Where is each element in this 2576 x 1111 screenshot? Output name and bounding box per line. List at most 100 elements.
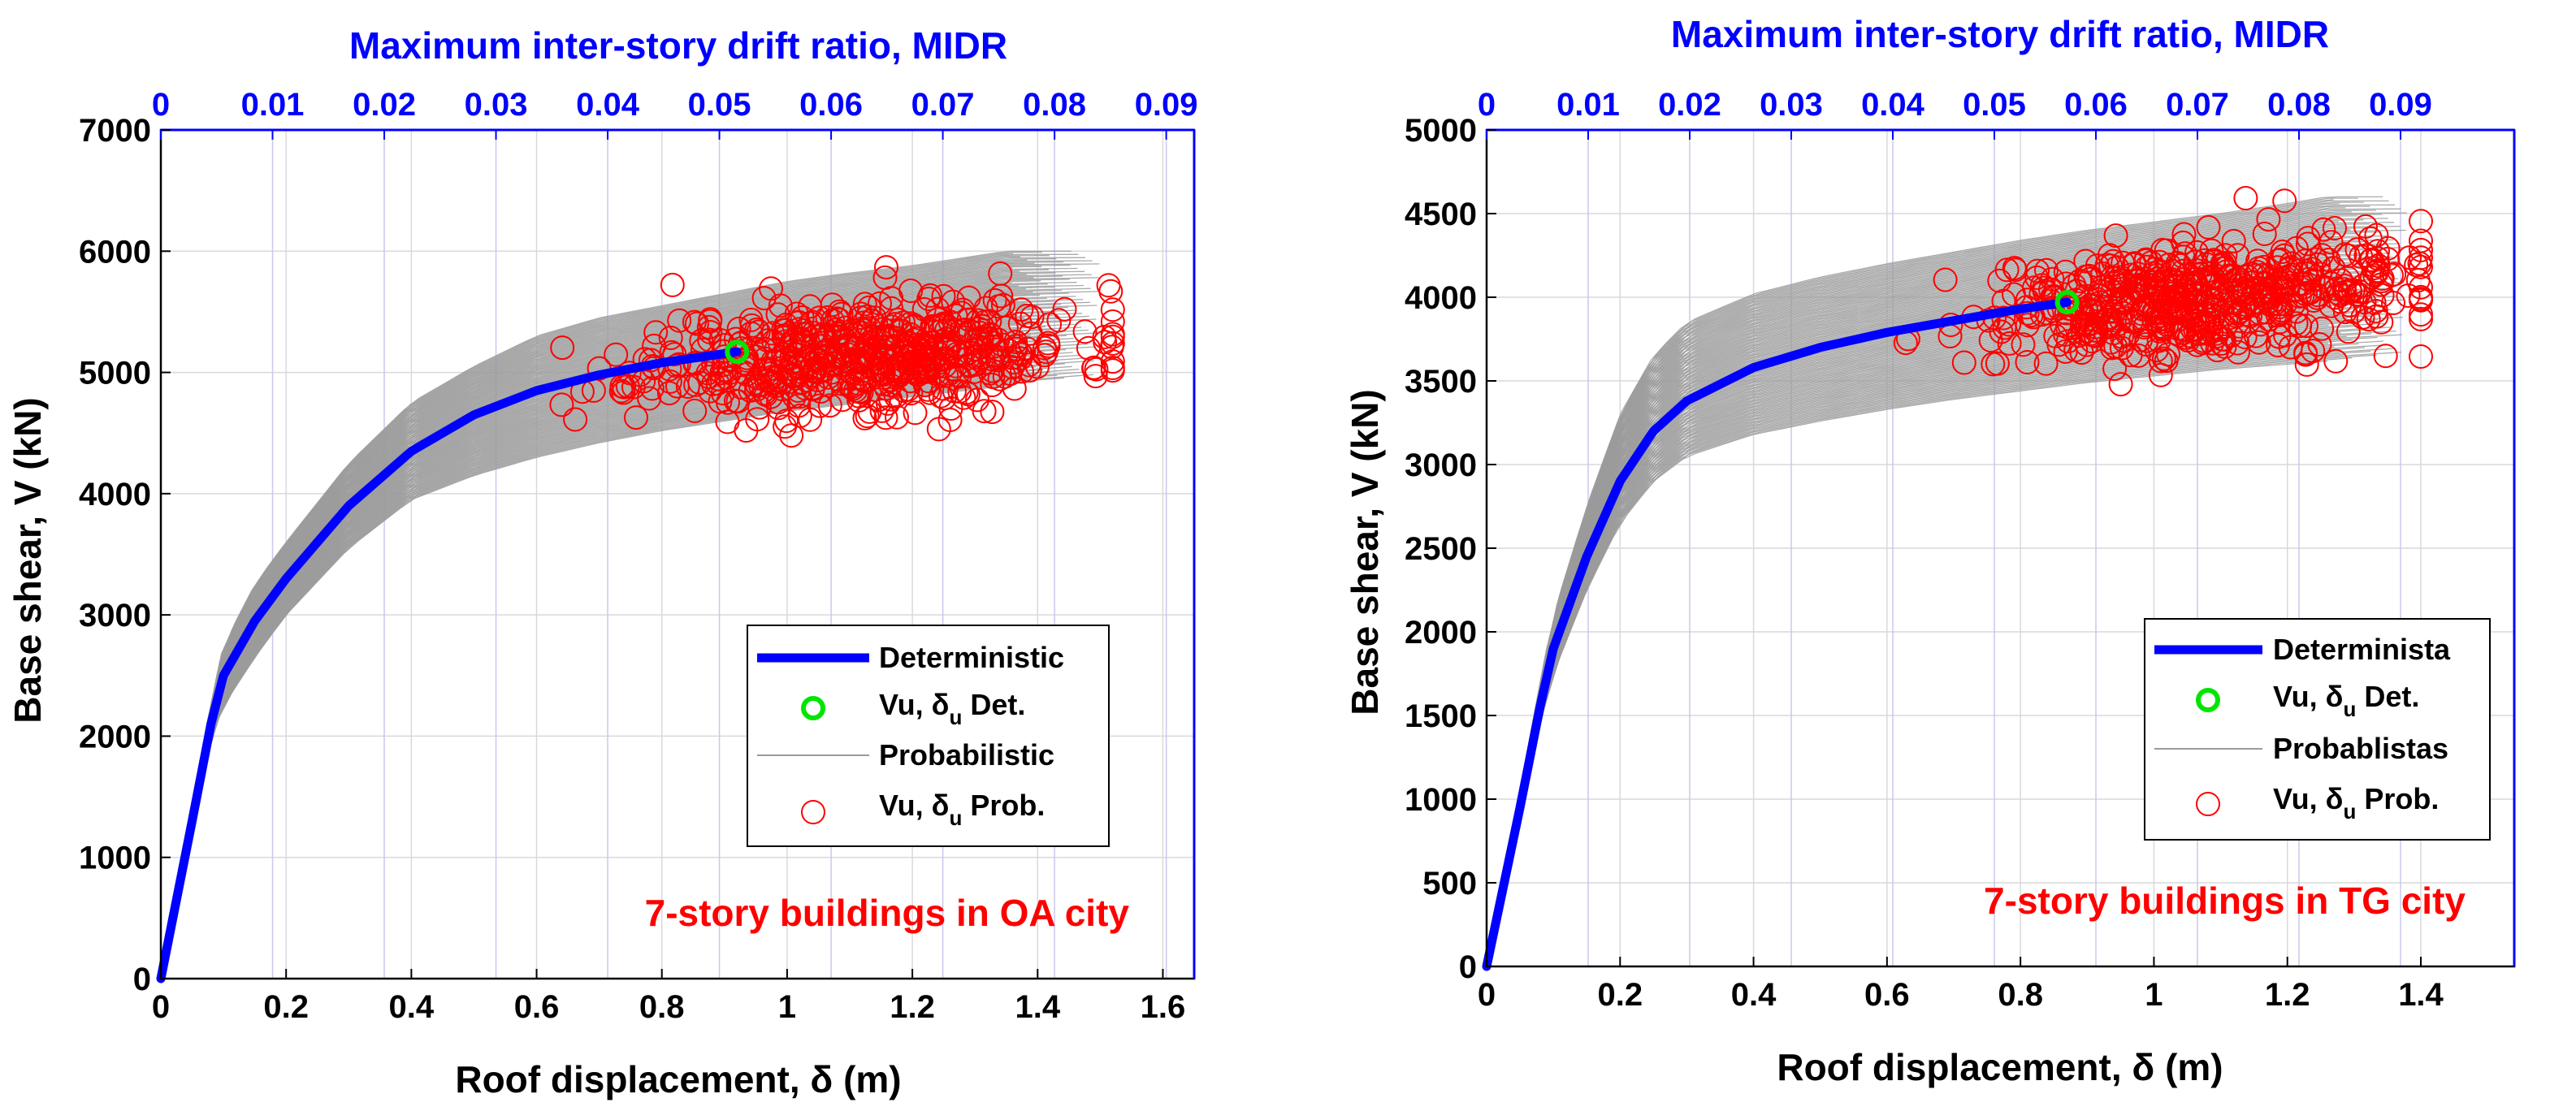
probabilistic-point (1033, 335, 1057, 361)
probabilistic-point (2311, 217, 2336, 242)
probabilistic-point (550, 335, 575, 361)
probabilistic-point (903, 400, 928, 426)
probabilistic-point (969, 313, 994, 339)
probabilistic-point (2284, 236, 2309, 261)
x-tick-label: 1.4 (1015, 989, 1060, 1025)
probabilistic-point (2240, 291, 2264, 316)
probabilistic-point (1003, 336, 1028, 361)
probabilistic-point (1099, 335, 1124, 360)
probabilistic-point (2002, 256, 2027, 281)
probabilistic-curve (1486, 260, 2399, 967)
probabilistic-point (876, 391, 900, 416)
probabilistic-point (2196, 214, 2221, 240)
legend-prob-point-marker (801, 800, 825, 824)
x-tick-label: 0.8 (1998, 977, 2043, 1013)
probabilistic-points (549, 255, 1125, 448)
probabilistic-point (2252, 222, 2277, 246)
top-x-tick-label: 0.05 (1963, 87, 2026, 123)
probabilistic-point (926, 417, 951, 442)
probabilistic-point (2135, 297, 2160, 322)
probabilistic-point (1081, 355, 1106, 380)
probabilistic-point (2108, 372, 2133, 397)
probabilistic-point (2268, 300, 2293, 325)
top-x-tick-label: 0.09 (1135, 87, 1198, 123)
y-tick-label: 4000 (1405, 280, 1477, 316)
probabilistic-point (2053, 259, 2078, 284)
top-x-tick-label: 0.05 (688, 87, 751, 123)
probabilistic-curve (160, 250, 1072, 979)
legend-prob-point-tail: Prob. (962, 789, 1045, 822)
legend-deterministic-label: Deterministic (879, 641, 1064, 674)
probabilistic-point (2133, 247, 2158, 272)
probabilistic-point (2344, 237, 2370, 262)
probabilistic-curve (1486, 354, 2377, 967)
probabilistic-point (665, 374, 690, 399)
probabilistic-point (2323, 216, 2347, 240)
probabilistic-point (2103, 266, 2128, 291)
probabilistic-point (2186, 283, 2211, 308)
probabilistic-point (714, 365, 739, 391)
probabilistic-point (2015, 350, 2040, 374)
x-tick-label: 0.6 (1864, 977, 1910, 1013)
probabilistic-point (931, 283, 956, 309)
tick-marks (1486, 129, 2422, 967)
probabilistic-point (2171, 222, 2197, 247)
probabilistic-point (2256, 207, 2281, 232)
probabilistic-point (896, 377, 920, 402)
x-tick-label: 1 (2145, 977, 2163, 1013)
probabilistic-point (2204, 263, 2228, 288)
probabilistic-point (2077, 266, 2102, 292)
probabilistic-curve (1486, 208, 2401, 967)
probabilistic-point (2409, 302, 2433, 327)
deterministic-curve-group (156, 339, 750, 983)
probabilistic-point (2132, 274, 2158, 299)
probabilistic-point (2396, 283, 2421, 308)
probabilistic-point (1100, 356, 1125, 380)
probabilistic-point (774, 409, 799, 434)
probabilistic-point (2111, 300, 2136, 326)
probabilistic-point (933, 353, 958, 378)
probabilistic-point (2328, 289, 2353, 314)
probabilistic-points (1893, 186, 2433, 397)
probabilistic-point (2011, 332, 2036, 357)
probabilistic-point (660, 272, 685, 297)
probabilistic-point (2170, 317, 2195, 342)
probabilistic-point (2321, 256, 2346, 281)
probabilistic-point (779, 329, 804, 354)
legend-det-point-sub: u (950, 705, 963, 729)
top-x-tick-label: 0.03 (1760, 87, 1823, 123)
y-tick-label: 7000 (79, 113, 151, 149)
probabilistic-point (731, 351, 756, 376)
legend-prob-point-main: Vu, δ (2273, 782, 2344, 815)
x-tick-label: 1.4 (2398, 977, 2444, 1013)
tick-labels: 0 0.2 0.4 0.6 0.8 1 1.2 1.4 1.6 0 1000 2000 3000 4000… (79, 87, 1198, 1025)
top-x-tick-label: 0.02 (1658, 87, 1721, 123)
probabilistic-point (2409, 284, 2433, 309)
legend-prob-point-tail: Prob. (2356, 782, 2439, 815)
probabilistic-curve (1486, 326, 2391, 967)
probabilistic-point (2288, 313, 2313, 339)
y-tick-label: 2500 (1405, 531, 1477, 567)
probabilistic-point (879, 286, 904, 311)
legend-prob-point-sub: u (950, 806, 963, 830)
probabilistic-point (2373, 344, 2398, 369)
x-tick-label: 0.2 (1597, 977, 1643, 1013)
probabilistic-curve (1486, 196, 2383, 967)
x-axis-title: Roof displacement, δ (m) (1777, 1046, 2223, 1088)
y-tick-label: 500 (1422, 866, 1477, 901)
probabilistic-point (798, 407, 823, 432)
top-x-tick-label: 0.07 (911, 87, 975, 123)
legend-det-point-main: Vu, δ (2273, 680, 2344, 713)
legend-det-point-tail: Det. (2356, 680, 2419, 713)
probabilistic-point (874, 376, 899, 401)
probabilistic-curve (1486, 227, 2376, 967)
tick-labels: 0 0.2 0.4 0.6 0.8 1 1.2 1.4 0 500 1000 1500 2000 2500… (1405, 87, 2444, 1013)
probabilistic-point (980, 373, 1005, 397)
y-tick-label: 1000 (1405, 782, 1477, 818)
probabilistic-point (2126, 343, 2151, 368)
probabilistic-point (1100, 324, 1125, 349)
probabilistic-point (890, 359, 915, 384)
probabilistic-point (2267, 309, 2292, 335)
probabilistic-point (2227, 313, 2252, 339)
probabilistic-point (2193, 268, 2217, 293)
